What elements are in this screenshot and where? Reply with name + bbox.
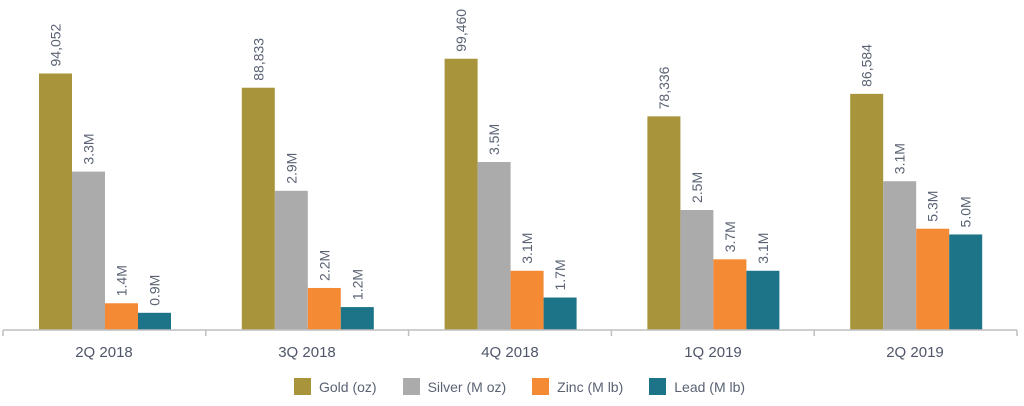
legend-swatch-lead [649,378,667,395]
value-label-zinc: 3.7M [722,221,738,252]
x-tick-label: 4Q 2018 [481,344,539,361]
value-label-lead: 1.7M [552,259,568,290]
legend-swatch-gold [294,378,311,395]
bar-silver [680,210,714,330]
legend-item-zinc: Zinc (M lb) [532,378,623,395]
bar-zinc [307,287,341,330]
x-axis-ticks [2,330,1018,336]
value-label-zinc: 5.3M [925,191,941,222]
bar-lead [746,270,780,330]
x-tick-label: 2Q 2018 [75,344,133,361]
value-label-lead: 3.1M [755,233,771,264]
value-label-lead: 1.2M [349,269,365,300]
legend-swatch-zinc [532,378,550,395]
value-label-silver: 3.5M [486,124,502,155]
x-tick-label: 1Q 2019 [684,344,742,361]
bar-silver [477,162,511,330]
value-label-zinc: 1.4M [114,265,130,296]
value-label-zinc: 3.1M [519,233,535,264]
bar-zinc [916,228,950,330]
legend-label: Lead (M lb) [674,378,746,395]
bar-lead [138,312,171,330]
x-tick-label: 2Q 2019 [886,344,944,361]
bar-silver [883,181,917,330]
bar-silver [72,171,105,330]
bar-gold [241,87,275,330]
bars-layer [39,58,983,331]
value-label-zinc: 2.2M [316,250,332,281]
bar-gold [444,58,478,330]
legend-item-lead: Lead (M lb) [649,378,745,395]
bar-gold [39,73,72,331]
bar-gold [647,116,681,331]
bar-zinc [713,259,747,330]
legend-label: Zinc (M lb) [557,378,624,395]
value-label-silver: 3.1M [892,143,908,174]
legend-label: Gold (oz) [319,378,377,395]
legend-item-gold: Gold (oz) [294,378,377,395]
value-label-silver: 3.3M [81,133,97,164]
x-axis-labels: 2Q 2018 3Q 2018 4Q 2018 1Q 2019 2Q 2019 [75,344,944,361]
bar-lead [543,297,577,330]
value-label-silver: 2.5M [689,172,705,203]
bar-lead [949,234,983,330]
value-label-lead: 5.0M [958,196,974,227]
legend-swatch-silver [402,378,420,395]
bar-lead [340,307,374,330]
bar-zinc [105,303,138,330]
bar-gold [850,93,884,330]
value-label-lead: 0.9M [147,275,163,306]
bar-silver [274,190,308,330]
value-label-gold: 99,460 [453,9,469,52]
value-labels-layer: 94,052 3.3M 1.4M 0.9M 88,833 2.9M 2.2M 1.2M 99,4… [48,9,974,306]
bar-zinc [510,270,544,330]
value-label-gold: 94,052 [48,23,64,66]
value-label-gold: 88,833 [250,38,266,81]
value-label-gold: 86,584 [859,44,875,87]
value-label-silver: 2.9M [283,153,299,184]
legend: Gold (oz) Silver (M oz) Zinc (M lb) Lead… [294,378,771,395]
legend-item-silver: Silver (M oz) [402,378,507,395]
legend-label: Silver (M oz) [427,378,507,395]
x-tick-label: 3Q 2018 [278,344,336,361]
value-label-gold: 78,336 [656,66,672,109]
